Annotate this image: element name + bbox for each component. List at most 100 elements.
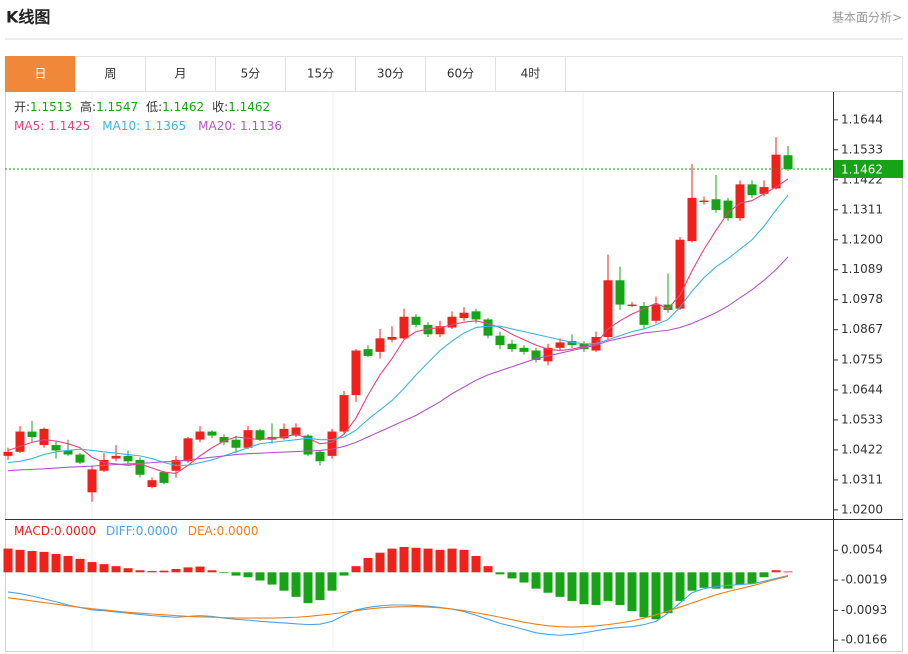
candle-body [543, 347, 553, 362]
tab-label[interactable]: 月 [174, 67, 186, 81]
info-label: 开: [14, 100, 30, 114]
series-line [7, 575, 789, 636]
macd-bar [351, 566, 361, 573]
tab[interactable] [425, 56, 496, 92]
macd-bar [435, 549, 445, 573]
candle-body [219, 436, 229, 443]
macd-bar [615, 572, 625, 606]
info-value: 1.1462 [162, 100, 204, 114]
legend-name: MA5: [14, 119, 44, 133]
fundamentals-link[interactable]: 基本面分析> [832, 11, 902, 25]
macd-bar [363, 558, 373, 573]
macd-bar [699, 572, 709, 588]
macd-bar [411, 547, 421, 573]
legend-name: MACD:0.0000 [14, 524, 96, 538]
macd-bar [735, 572, 745, 585]
ohlc-info: 开:1.1513 高:1.1547 低:1.1462 收:1.1462 [14, 99, 270, 114]
tab-label[interactable]: 4时 [521, 67, 541, 81]
y-tick-label: 1.1644 [841, 112, 883, 126]
macd-bar [111, 566, 121, 573]
candle-body [231, 439, 241, 448]
info-value: 1.1547 [96, 100, 138, 114]
legend-name: DIFF:0.0000 [106, 524, 178, 538]
page-title: K线图 [6, 8, 50, 27]
tab[interactable] [495, 56, 566, 92]
candle-body [603, 280, 613, 338]
macd-bar [447, 548, 457, 573]
tab-label[interactable]: 周 [104, 67, 116, 81]
tab-label[interactable]: 日 [34, 67, 46, 81]
macd-bar [759, 572, 769, 578]
candle-body [87, 469, 97, 493]
candle-body [411, 316, 421, 325]
tab[interactable] [5, 56, 76, 92]
tab-label[interactable]: 15分 [307, 67, 334, 81]
candle-body [303, 435, 313, 455]
candle-body [351, 350, 361, 396]
candle-body [471, 311, 481, 320]
tab-label[interactable]: 30分 [377, 67, 404, 81]
candle-body [39, 428, 49, 446]
macd-bar [579, 572, 589, 605]
candle-body [507, 343, 517, 350]
y-tick-label: 0.0054 [841, 543, 883, 557]
tab[interactable] [75, 56, 146, 92]
tab-label[interactable]: 60分 [447, 67, 474, 81]
macd-bar [783, 571, 793, 573]
macd-bar [495, 572, 505, 575]
macd-bar [399, 546, 409, 573]
macd-bar [51, 553, 61, 573]
macd-bar [231, 572, 241, 576]
macd-bar [387, 548, 397, 573]
candle-body [519, 347, 529, 352]
info-value: 1.1513 [30, 100, 72, 114]
macd-bar [507, 572, 517, 579]
candle-body [315, 451, 325, 462]
y-tick-label: -0.0166 [841, 633, 887, 647]
series-line [7, 575, 789, 628]
tab[interactable] [215, 56, 286, 92]
candle-body [747, 184, 757, 196]
macd-bar [3, 548, 13, 573]
macd-bar [423, 548, 433, 573]
macd-bar [459, 549, 469, 573]
candle-body [759, 187, 769, 194]
candle-body [687, 197, 697, 242]
macd-bar [195, 566, 205, 573]
candle-body [483, 319, 493, 336]
candle-body [615, 280, 625, 305]
tab-label[interactable]: 5分 [241, 67, 261, 81]
macd-bar [99, 564, 109, 573]
candle-body [495, 335, 505, 346]
candle-body [123, 455, 133, 462]
macd-bar [771, 570, 781, 573]
y-tick-label: 1.1311 [841, 202, 883, 216]
legend-name: MA10: [102, 119, 140, 133]
candle-body [135, 459, 145, 475]
candle-body [15, 431, 25, 452]
info-label: 收: [212, 100, 228, 114]
candle-body [75, 454, 85, 463]
info-value: 1.1462 [228, 100, 270, 114]
candle-body [627, 304, 637, 306]
candle-body [399, 316, 409, 339]
candle-body [147, 480, 157, 487]
tab[interactable] [145, 56, 216, 92]
candle-body [375, 338, 385, 352]
candle-body [531, 350, 541, 360]
macd-bar [639, 572, 649, 618]
candle-body [447, 316, 457, 328]
macd-bar [687, 572, 697, 591]
y-tick-label: 1.0978 [841, 292, 883, 306]
candle-body [783, 155, 793, 169]
macd-bar [147, 571, 157, 573]
macd-bar [243, 572, 253, 578]
y-tick-label: 1.0422 [841, 442, 883, 456]
macd-bar [543, 572, 553, 593]
macd-bar [339, 572, 349, 576]
macd-bar [63, 555, 73, 573]
candle-body [567, 341, 577, 346]
tab[interactable] [355, 56, 426, 92]
candle-body [771, 154, 781, 189]
